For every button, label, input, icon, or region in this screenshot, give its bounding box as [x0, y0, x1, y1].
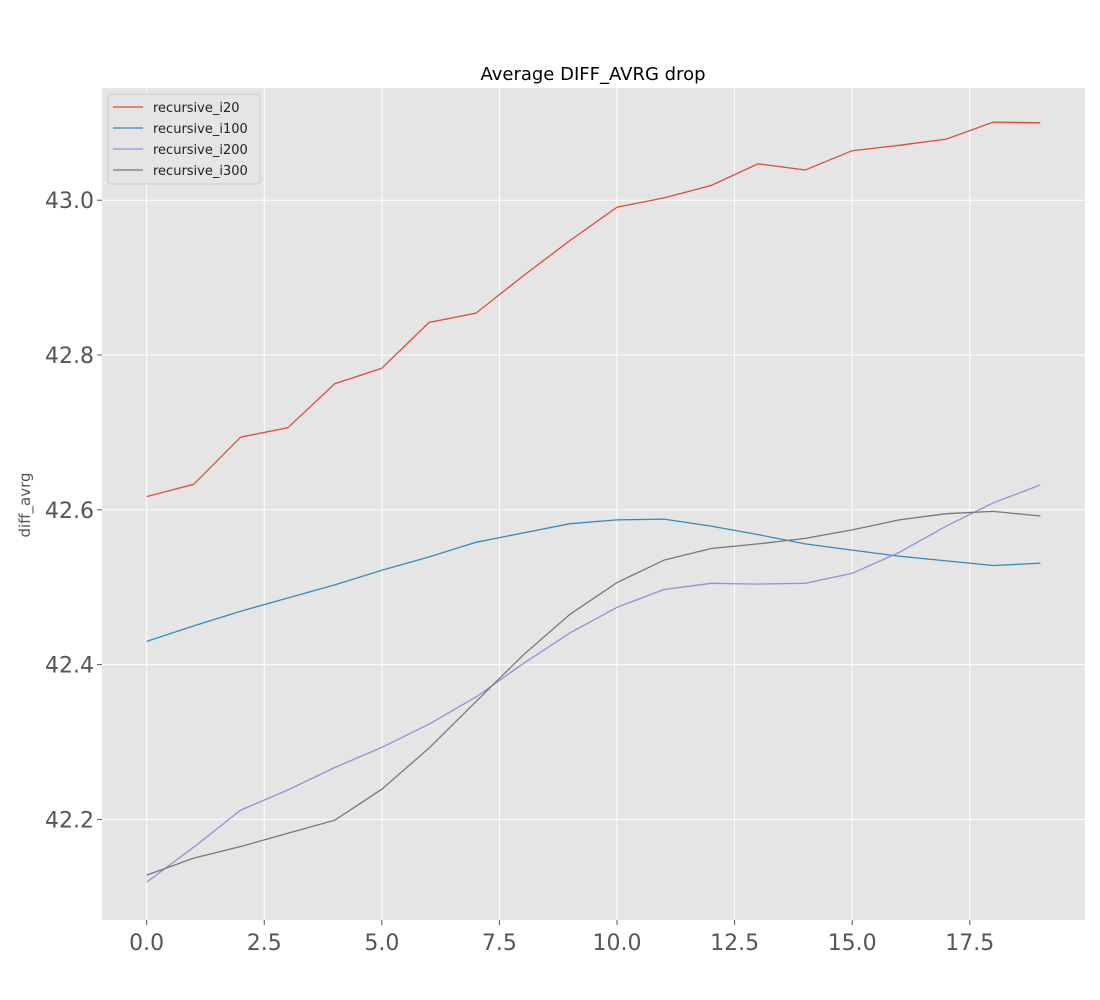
y-gridlines — [102, 199, 1085, 820]
plot-background — [102, 88, 1085, 920]
x-tick-label: 0.0 — [129, 931, 164, 956]
series-line-recursive-i300 — [146, 510, 1041, 876]
x-tick-label: 7.5 — [482, 931, 517, 956]
legend-box — [107, 93, 261, 185]
y-axis-label: diff_avrg — [16, 472, 35, 537]
x-tick-label: 17.5 — [945, 931, 994, 956]
x-tick-label: 10.0 — [593, 931, 642, 956]
y-tick-label: 42.2 — [45, 808, 94, 833]
legend-entry: recursive_i20 — [153, 101, 240, 116]
series-line-recursive-i20 — [146, 121, 1041, 498]
x-tick-label: 2.5 — [247, 931, 282, 956]
legend-entry: recursive_i200 — [153, 143, 248, 158]
series-line-recursive-i200 — [146, 484, 1041, 883]
chart-title: Average DIFF_AVRG drop — [480, 64, 705, 85]
x-tick-label: 5.0 — [364, 931, 399, 956]
y-tick-label: 42.6 — [45, 499, 94, 524]
x-gridlines — [146, 88, 971, 920]
y-tick-label: 43.0 — [45, 189, 94, 214]
series-lines — [146, 121, 1041, 883]
x-tick-label: 15.0 — [828, 931, 877, 956]
legend-entry: recursive_i300 — [153, 164, 248, 179]
x-tick-label: 12.5 — [710, 931, 759, 956]
y-axis: 42.2 42.4 42.6 42.8 43.0 — [45, 189, 102, 833]
y-tick-label: 42.8 — [45, 344, 94, 369]
legend-entry: recursive_i100 — [153, 122, 248, 137]
y-tick-label: 42.4 — [45, 654, 94, 679]
x-axis: 0.0 2.5 5.0 7.5 10.0 12.5 15.0 17.5 — [129, 920, 994, 956]
legend: recursive_i20 recursive_i100 recursive_i20… — [107, 93, 261, 185]
